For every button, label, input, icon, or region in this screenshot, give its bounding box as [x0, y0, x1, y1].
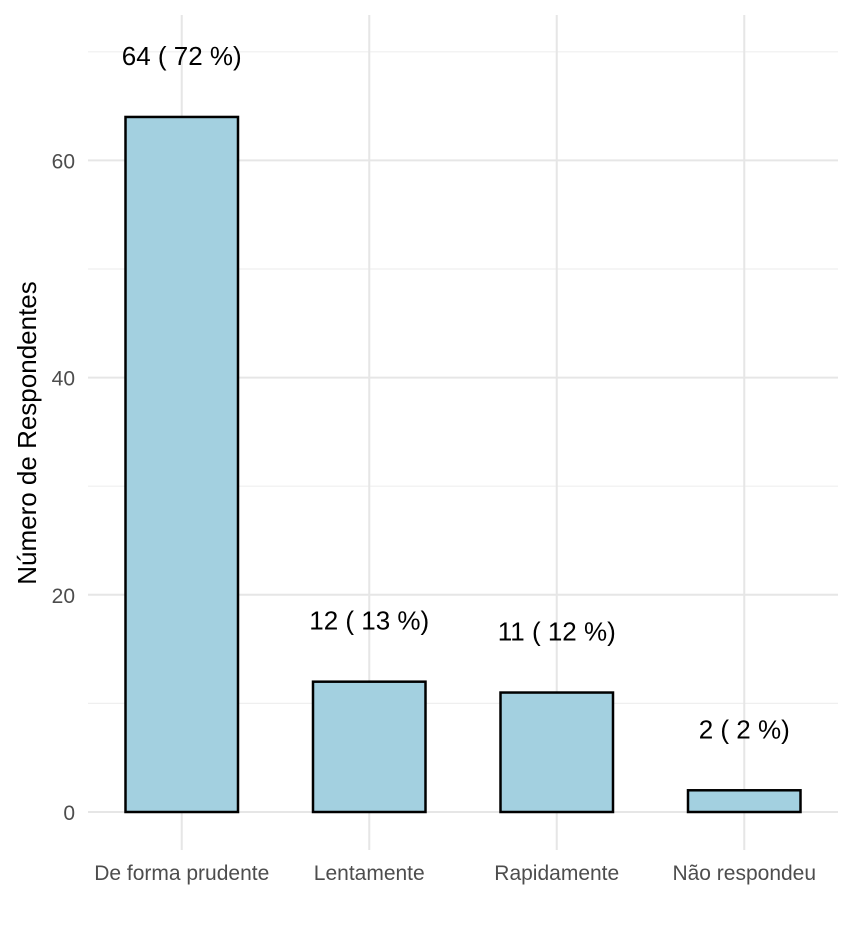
- bar-1: [311, 680, 427, 814]
- y-axis-ticks: 0 20 40 60: [52, 150, 75, 825]
- data-labels: 64 ( 72 %) 12 ( 13 %) 11 ( 12 %) 2 ( 2 %): [122, 41, 790, 744]
- data-label-3: 2 ( 2 %): [699, 714, 790, 744]
- bar-2: [499, 691, 615, 814]
- bars: [124, 115, 802, 814]
- y-tick-label: 20: [52, 585, 75, 608]
- data-label-2: 11 ( 12 %): [498, 617, 616, 647]
- bar-3: [686, 789, 802, 814]
- x-tick-label: Lentamente: [314, 862, 425, 885]
- y-tick-label: 60: [52, 150, 75, 173]
- x-tick-label: Rapidamente: [494, 862, 619, 885]
- y-tick-label: 0: [63, 802, 75, 825]
- bar-0: [124, 115, 240, 814]
- x-tick-label: Não respondeu: [672, 862, 816, 885]
- data-label-1: 12 ( 13 %): [309, 606, 429, 636]
- x-tick-label: De forma prudente: [94, 862, 269, 885]
- x-axis-ticks: De forma prudente Lentamente Rapidamente Nã…: [94, 862, 816, 885]
- y-tick-label: 40: [52, 368, 75, 391]
- data-label-0: 64 ( 72 %): [122, 41, 242, 71]
- y-axis-title: Número de Respondentes: [12, 281, 42, 585]
